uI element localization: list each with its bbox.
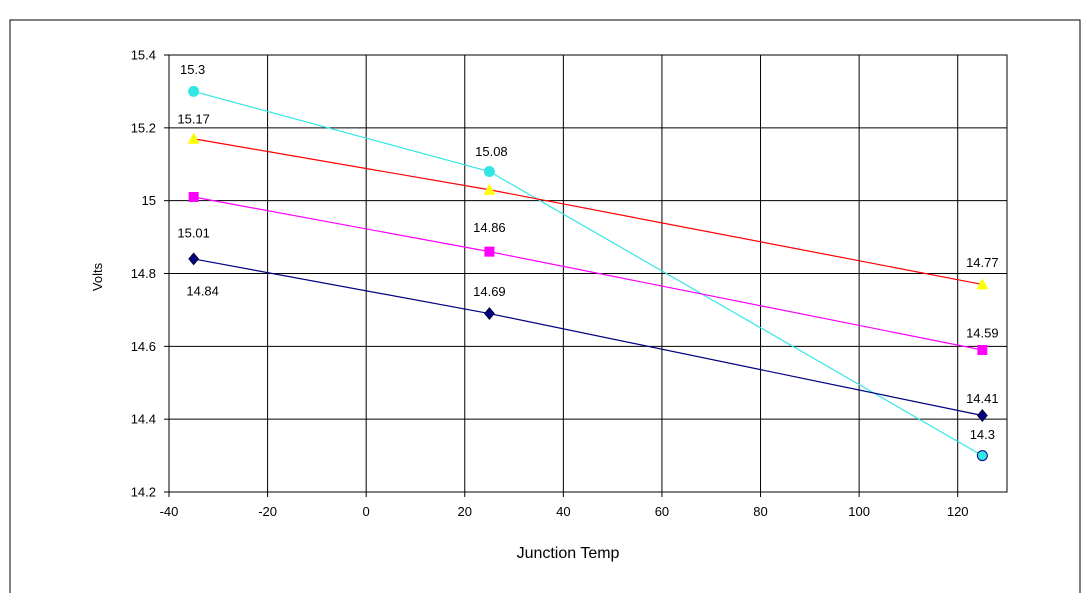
y-tick-label: 14.8: [131, 266, 156, 281]
y-tick-label: 15.2: [131, 120, 156, 135]
x-tick-label: -20: [258, 504, 277, 519]
series-layer: [187, 85, 989, 462]
data-point: [976, 450, 988, 462]
data-point: [483, 166, 495, 178]
x-axis-label: Junction Temp: [517, 545, 620, 562]
y-tick-label: 14.4: [131, 412, 156, 427]
x-tick-label: 20: [458, 504, 472, 519]
data-label: 14.69: [473, 284, 506, 299]
y-tick-label: 14.6: [131, 339, 156, 354]
x-tick-label: 100: [848, 504, 870, 519]
data-label: 14.59: [966, 325, 999, 340]
data-point: [188, 252, 200, 266]
grid: [164, 54, 1007, 497]
data-point: [187, 132, 200, 144]
data-point: [188, 85, 200, 97]
x-tick-label: -40: [160, 504, 179, 519]
x-tick-label: 60: [655, 504, 669, 519]
data-point: [484, 246, 495, 257]
x-tick-label: 80: [753, 504, 767, 519]
data-label: 14.41: [966, 391, 999, 406]
data-label: 14.3: [970, 427, 995, 442]
y-tick-label: 15: [142, 193, 156, 208]
data-label: 15.01: [177, 226, 210, 241]
data-point: [977, 344, 988, 355]
data-label: 15.17: [177, 111, 210, 126]
y-tick-label: 14.2: [131, 485, 156, 500]
data-point: [976, 278, 989, 290]
data-label: 14.86: [473, 220, 506, 235]
data-point: [188, 192, 199, 203]
x-tick-label: 40: [556, 504, 570, 519]
data-label: 15.3: [180, 62, 205, 77]
y-axis-label: Volts: [90, 262, 105, 291]
data-label: 14.84: [186, 283, 219, 298]
x-tick-label: 120: [947, 504, 969, 519]
data-point: [976, 409, 988, 422]
y-tick-label: 15.4: [131, 48, 156, 63]
x-tick-label: 0: [363, 504, 370, 519]
data-labels: 15.3 15.08 14.3 15.17 14.77 15.01 14.86 14.59 14…: [177, 62, 998, 442]
tick-labels: -40 -20 0 20 40 60 80 100 120 14.2 14.4 14.6 14.8 15 1…: [131, 48, 969, 520]
data-point: [483, 183, 496, 195]
data-label: 15.08: [475, 144, 508, 159]
data-point: [484, 307, 495, 321]
data-label: 14.77: [966, 255, 999, 270]
